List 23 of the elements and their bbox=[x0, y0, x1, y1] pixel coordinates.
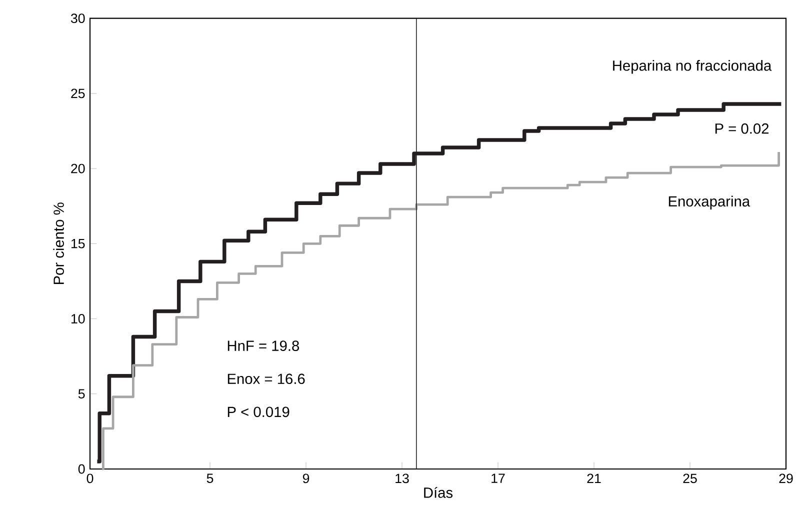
x-tick-label: 13 bbox=[396, 474, 409, 484]
text: Heparina no fraccionada bbox=[613, 60, 772, 74]
y-tick-label: 25 bbox=[71, 88, 85, 98]
y-tick-label: 30 bbox=[70, 14, 85, 24]
y-axis-title: Por ciento % bbox=[53, 202, 64, 284]
x-tick-label: 5 bbox=[206, 474, 214, 483]
x-tick-label: 9 bbox=[302, 474, 310, 484]
y-tick-label: 15 bbox=[71, 238, 85, 248]
annotation: P = 0.02 bbox=[715, 123, 769, 134]
annotation: HnF = 19.8 bbox=[228, 340, 300, 351]
y-tick-label: 20 bbox=[71, 164, 85, 174]
x-tick-label: 29 bbox=[779, 474, 793, 484]
x-tick-label: 25 bbox=[683, 474, 697, 484]
x-tick-label: 17 bbox=[492, 474, 505, 483]
x-axis-title: Días bbox=[424, 486, 453, 498]
annotation: P < 0.019 bbox=[228, 406, 290, 418]
series-label: Enoxaparina bbox=[668, 196, 750, 210]
annotation: Enox = 16.6 bbox=[228, 374, 305, 384]
x-tick-label: 0 bbox=[86, 474, 94, 484]
x-tick-label: 21 bbox=[587, 474, 601, 484]
y-tick-label: 5 bbox=[78, 389, 85, 399]
y-tick-label: 0 bbox=[78, 464, 85, 474]
y-tick-label: 10 bbox=[71, 314, 85, 324]
